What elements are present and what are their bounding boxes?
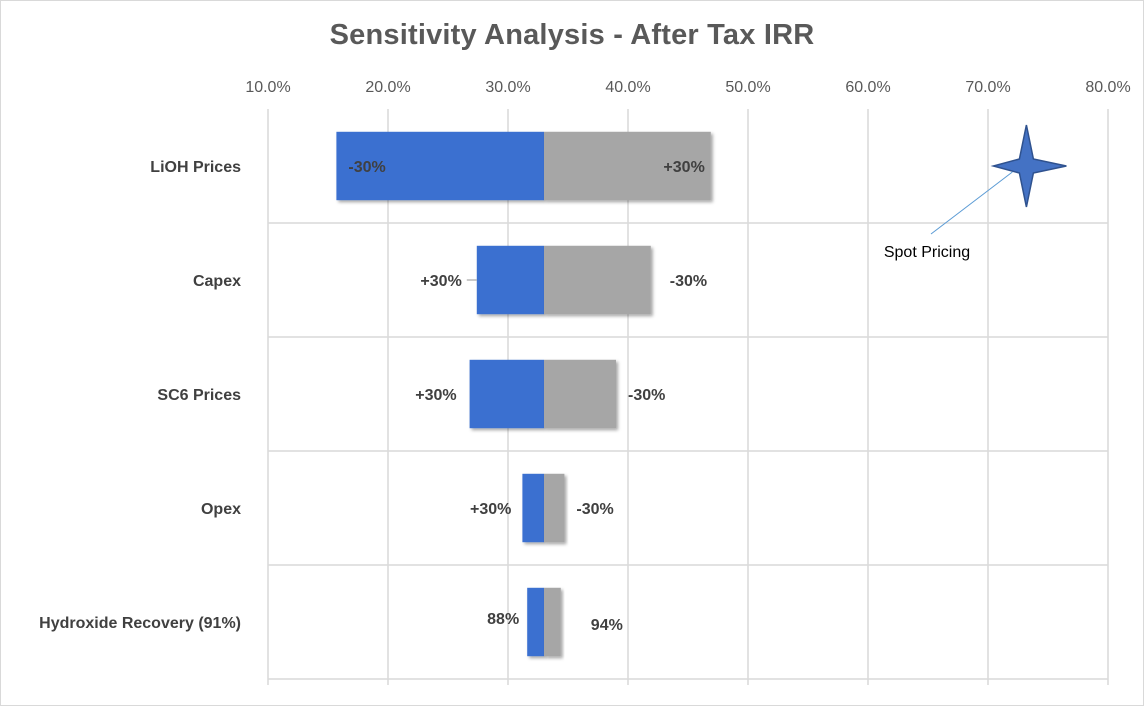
chart-title: Sensitivity Analysis - After Tax IRR: [329, 19, 815, 51]
bar-high: [544, 473, 565, 543]
data-label-low: +30%: [415, 387, 456, 404]
category-label: SC6 Prices: [157, 387, 241, 404]
data-label-high: -30%: [670, 273, 707, 290]
bar-low: [476, 245, 544, 315]
category-label: LiOH Prices: [150, 159, 241, 176]
category-label: Opex: [201, 501, 241, 518]
data-label-low: +30%: [420, 273, 461, 290]
x-tick-label: 30.0%: [485, 79, 530, 96]
bar-low: [522, 473, 544, 543]
category-label: Hydroxide Recovery (91%): [39, 615, 241, 632]
data-label-low: +30%: [470, 501, 511, 518]
data-label-high: +30%: [663, 159, 704, 176]
bar-high: [544, 587, 561, 657]
data-label-high: -30%: [576, 501, 613, 518]
data-label-high: -30%: [628, 387, 665, 404]
bar-low: [336, 131, 544, 201]
data-label-low: 88%: [487, 611, 519, 628]
data-label-low: -30%: [348, 159, 385, 176]
x-tick-label: 40.0%: [605, 79, 650, 96]
x-tick-label: 20.0%: [365, 79, 410, 96]
annotation-leader-line: [930, 171, 1013, 235]
bar-high: [544, 359, 616, 429]
bar-low: [527, 587, 544, 657]
x-tick-label: 80.0%: [1085, 79, 1130, 96]
spot-pricing-star-icon: [990, 124, 1067, 208]
bar-low: [469, 359, 544, 429]
x-tick-label: 10.0%: [245, 79, 290, 96]
x-tick-label: 70.0%: [965, 79, 1010, 96]
x-tick-label: 50.0%: [725, 79, 770, 96]
category-label: Capex: [193, 273, 241, 290]
annotation-label: Spot Pricing: [884, 244, 970, 261]
bar-high: [544, 131, 711, 201]
data-label-high: 94%: [591, 617, 623, 634]
x-tick-label: 60.0%: [845, 79, 890, 96]
bar-high: [544, 245, 651, 315]
